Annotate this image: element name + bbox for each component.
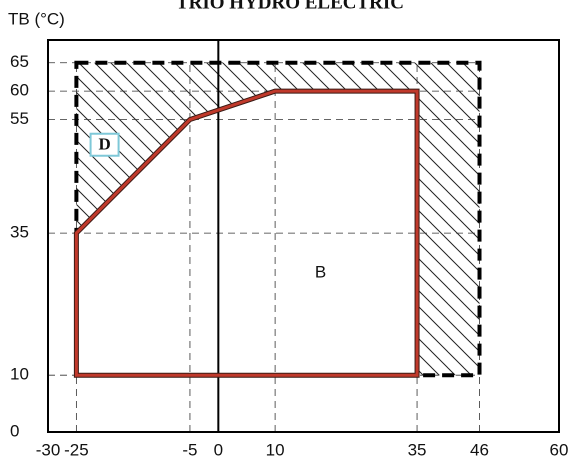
region-label: D [98, 135, 110, 154]
y-tick-label: 55 [10, 109, 29, 128]
hatched-region [76, 62, 480, 376]
x-tick-label: 46 [470, 440, 489, 459]
x-tick-label: 60 [550, 440, 569, 459]
y-axis-label: TB (°C) [8, 9, 65, 28]
region-label: B [315, 262, 326, 281]
y-tick-label: 35 [10, 223, 29, 242]
y-tick-label: 60 [10, 81, 29, 100]
operating-range [74, 89, 419, 377]
plot-frame [47, 39, 560, 433]
region-label-box [89, 132, 120, 157]
x-tick-label: 35 [408, 440, 427, 459]
x-tick-label: -5 [182, 440, 197, 459]
y-tick-label: 10 [10, 365, 29, 384]
y-tick-label: 65 [10, 52, 29, 71]
x-tick-label: -30 [36, 440, 61, 459]
chart-title: TRIO HYDRO ELECTRIC [176, 0, 404, 13]
x-tick-label: -25 [64, 440, 89, 459]
y-tick-label: 0 [10, 421, 19, 440]
x-tick-label: 10 [266, 440, 285, 459]
x-tick-label: 0 [214, 440, 223, 459]
